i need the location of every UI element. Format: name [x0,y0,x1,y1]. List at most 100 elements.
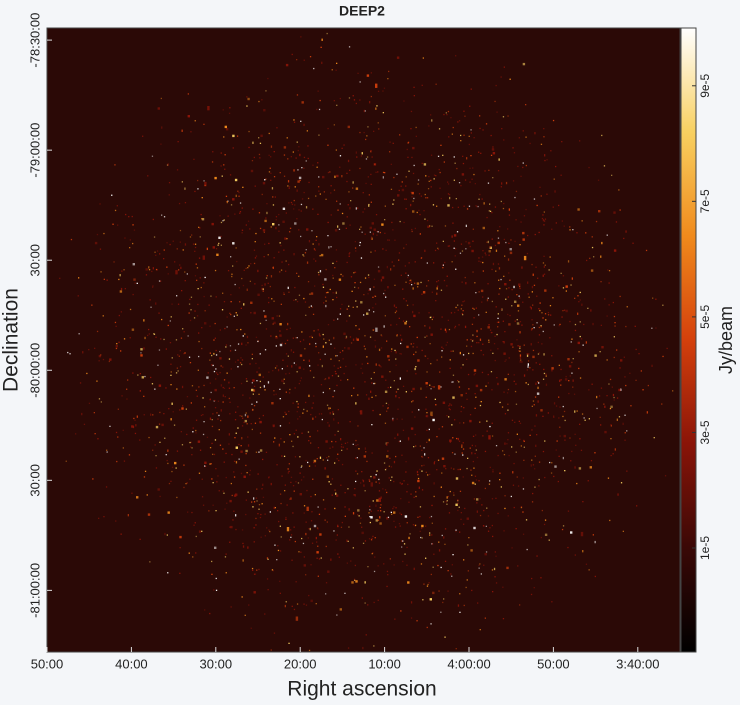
source [426,412,428,414]
source [445,468,447,470]
source [100,354,102,356]
source [600,281,602,283]
source [608,270,611,272]
source [349,421,351,423]
source [582,501,584,503]
source [317,213,319,215]
source [431,119,433,122]
source [134,419,136,421]
source [542,218,545,222]
source [377,565,379,567]
source [408,170,410,172]
source [326,404,329,406]
source [467,570,469,572]
source [368,276,370,279]
source [193,317,196,319]
source [305,314,307,316]
source [447,319,449,321]
source [334,175,336,178]
source [447,590,449,592]
source [420,387,422,390]
source [198,530,202,533]
source [397,388,399,390]
source [358,448,360,450]
source [253,527,255,529]
source [370,251,372,253]
source [580,338,583,340]
source [387,516,390,518]
source [109,358,112,361]
source [99,248,102,250]
source [646,411,648,414]
source [254,185,256,187]
source [254,422,257,424]
source [522,301,524,303]
source [323,378,326,381]
source [285,516,287,519]
source [276,464,278,466]
source [439,371,441,373]
x-tick-label: 50:00 [31,656,64,671]
source [395,455,397,458]
source [348,315,351,317]
source [371,396,373,398]
source [332,299,334,301]
source [288,410,290,413]
source [378,497,381,503]
source [234,213,236,215]
source [393,380,395,382]
source [225,346,227,348]
source [160,143,162,145]
source [554,465,557,468]
source [222,366,224,368]
source [444,636,446,638]
source [379,231,381,234]
source [503,391,505,393]
source [531,577,533,580]
source [488,435,491,440]
source [404,515,408,518]
source [484,252,486,254]
source [179,535,182,539]
source [359,81,361,83]
source [349,336,352,338]
source [613,399,615,401]
source [288,263,290,266]
source [331,494,333,496]
source [317,90,319,92]
source [354,282,356,284]
source [383,325,385,328]
source [492,471,494,473]
source [248,130,250,133]
source [466,208,469,210]
source [369,336,372,338]
source [197,440,201,443]
source [318,413,321,415]
source [375,214,378,216]
source [316,557,318,559]
source [327,291,329,294]
source [455,268,457,270]
source [405,281,407,283]
source [305,574,307,576]
source [157,364,159,366]
source [472,271,474,273]
source [308,306,310,308]
source [133,229,136,231]
source [250,263,252,265]
source [259,227,262,230]
source [640,370,642,372]
source [326,32,328,35]
source [283,382,285,385]
source [530,307,532,310]
source [336,458,338,460]
source [472,339,474,341]
source [478,480,480,482]
source [240,357,242,359]
source [354,564,356,567]
source [234,283,236,286]
source [545,375,547,377]
source [379,413,381,416]
source [588,166,590,169]
source [328,339,330,341]
